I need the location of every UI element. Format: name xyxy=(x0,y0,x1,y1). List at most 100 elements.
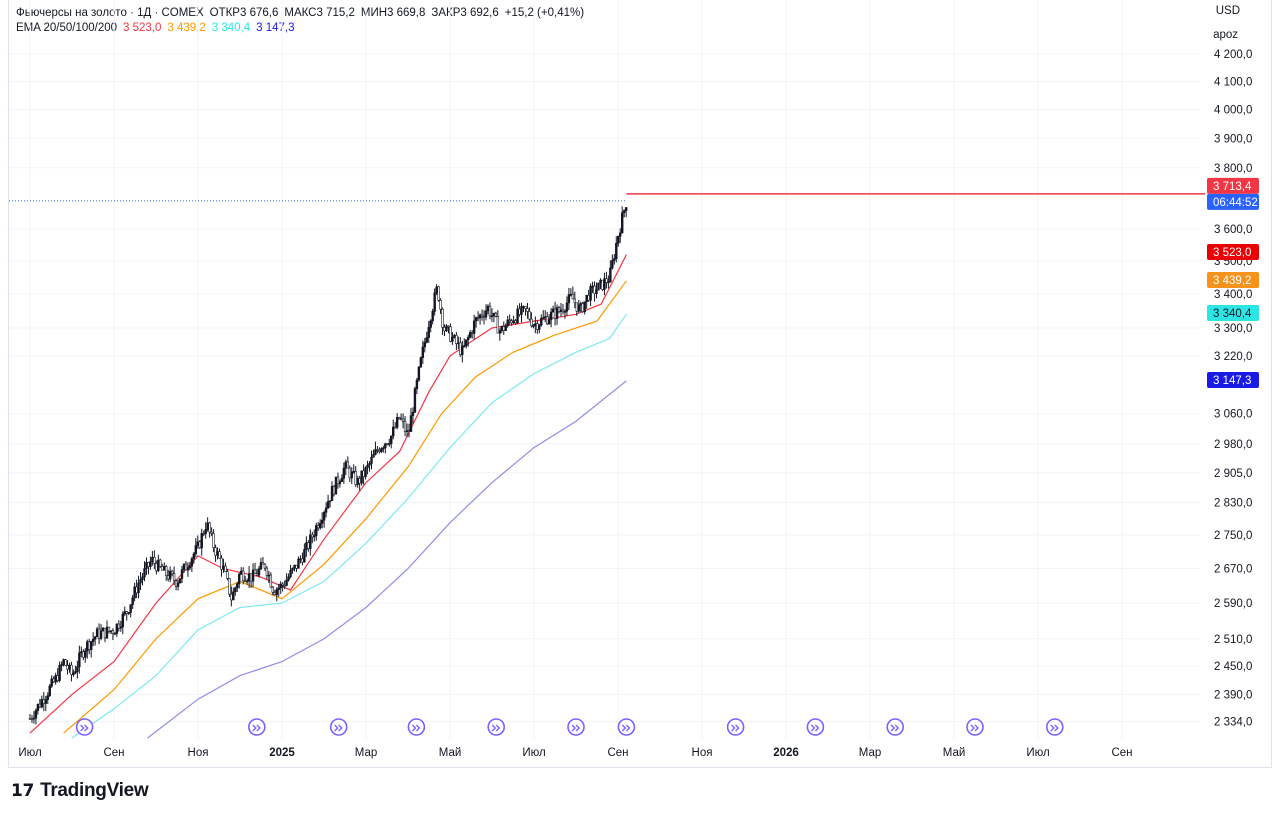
candle-body xyxy=(240,570,243,575)
candle-body xyxy=(486,305,490,312)
event-marker-icon[interactable] xyxy=(329,718,348,736)
candle-body xyxy=(500,326,503,332)
candle-body xyxy=(559,309,563,312)
candle-body xyxy=(95,628,99,638)
event-marker-circle xyxy=(329,718,348,736)
candle-body xyxy=(451,336,454,342)
event-marker-chevrons xyxy=(491,724,501,732)
candle-body xyxy=(332,486,336,495)
candle-body xyxy=(427,327,430,338)
event-marker-icon[interactable] xyxy=(247,718,266,736)
candle-body xyxy=(395,416,399,428)
ema-lines xyxy=(29,254,627,739)
candle-body xyxy=(573,298,577,304)
event-marker-icon[interactable] xyxy=(617,718,636,736)
candle-body xyxy=(613,258,616,261)
open-value: 3 676,6 xyxy=(239,7,279,19)
scale-mode-label[interactable]: apoz xyxy=(1213,29,1238,41)
event-marker-icon[interactable] xyxy=(966,718,984,736)
time-tick-label: Май xyxy=(943,747,966,759)
event-marker-icon[interactable] xyxy=(726,718,745,736)
candle-body xyxy=(579,303,582,306)
time-tick-label: 2025 xyxy=(269,747,295,759)
candle-body xyxy=(105,626,109,639)
candle-body xyxy=(238,573,241,585)
candle-body xyxy=(409,415,413,432)
price-tick-label: 3 060,0 xyxy=(1214,409,1252,421)
candle-body xyxy=(289,569,292,578)
candle-body xyxy=(496,316,500,334)
candle-body xyxy=(538,324,541,330)
event-marker-circle xyxy=(966,718,984,736)
event-marker-icon[interactable] xyxy=(806,718,825,736)
candle-body xyxy=(224,565,227,572)
candle-body xyxy=(307,542,310,549)
candle-body xyxy=(467,336,470,341)
event-marker-chevrons xyxy=(411,724,421,732)
candle-body xyxy=(228,577,231,595)
tradingview-logo[interactable]: 𝟭𝟳 TradingView xyxy=(11,780,149,802)
candle-body xyxy=(490,315,494,317)
candle-body xyxy=(318,523,322,529)
candle-body xyxy=(166,575,170,580)
event-marker-icon[interactable] xyxy=(407,718,426,736)
candle-body xyxy=(206,522,209,530)
candle-body xyxy=(60,664,63,666)
candle-body xyxy=(267,574,271,577)
candle-body xyxy=(93,636,97,640)
ema-indicator-label[interactable]: EMA 20/50/100/200 xyxy=(16,22,118,34)
candle-body xyxy=(155,563,158,572)
candle-body xyxy=(34,710,38,719)
symbol-title[interactable]: Фьючерсы на золото · 1Д · COMEX xyxy=(16,7,204,19)
candle-body xyxy=(340,477,344,482)
event-marker-icon[interactable] xyxy=(567,718,585,736)
event-marker-icon[interactable] xyxy=(75,718,94,736)
price-tick-label: 2 980,0 xyxy=(1214,439,1252,451)
event-marker-icon[interactable] xyxy=(1046,718,1064,736)
candle-body xyxy=(218,551,221,559)
candle-body xyxy=(605,278,608,283)
candle-body xyxy=(299,558,302,561)
currency-selector[interactable]: USD xyxy=(1215,5,1240,17)
candle-body xyxy=(443,327,446,332)
event-marker-circle xyxy=(726,718,745,736)
candle-body xyxy=(403,420,407,432)
candle-body xyxy=(583,301,586,312)
price-tick-label: 2 905,0 xyxy=(1214,468,1252,480)
candle-body xyxy=(165,566,168,576)
candle-body xyxy=(78,652,81,668)
candle-body xyxy=(311,534,314,538)
event-marker-icon[interactable] xyxy=(886,718,905,736)
candle-body xyxy=(553,308,557,319)
candle-body xyxy=(344,461,348,469)
price-chart[interactable]: 4 200,0 4 100,0 4 000,0 3 900,0 3 800,0 3 600… xyxy=(0,0,1280,768)
event-marker-circle xyxy=(247,718,266,736)
candle-body xyxy=(411,412,415,416)
candle-body xyxy=(368,463,371,466)
candle-body xyxy=(135,586,138,594)
candle-body xyxy=(222,565,225,570)
candle-body xyxy=(364,467,367,477)
candle-body xyxy=(350,471,353,479)
candle-body xyxy=(182,563,186,570)
candle-body xyxy=(174,580,178,587)
countdown-tag-bg xyxy=(1207,193,1259,210)
candle-body xyxy=(571,293,575,300)
candle-body xyxy=(42,699,46,704)
candle-body xyxy=(287,576,290,581)
event-marker-circle xyxy=(1046,718,1064,736)
candle-body xyxy=(431,311,434,322)
candle-body xyxy=(249,573,253,582)
candle-body xyxy=(555,307,559,319)
candle-body xyxy=(417,366,421,381)
candle-body xyxy=(453,334,456,338)
candle-body xyxy=(607,281,610,284)
candle-body xyxy=(50,678,53,687)
candle-body xyxy=(317,525,320,529)
candle-body xyxy=(366,464,369,469)
event-marker-icon[interactable] xyxy=(487,718,506,736)
candle-body xyxy=(305,542,308,550)
candle-body xyxy=(236,583,239,589)
ema100-tag-text: 3 340,4 xyxy=(1213,308,1252,320)
event-markers xyxy=(75,718,1064,736)
